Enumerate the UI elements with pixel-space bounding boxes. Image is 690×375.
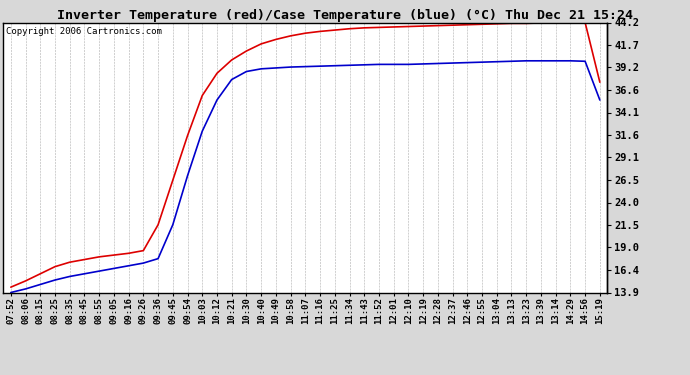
Text: Copyright 2006 Cartronics.com: Copyright 2006 Cartronics.com <box>6 27 162 36</box>
Text: Inverter Temperature (red)/Case Temperature (blue) (°C) Thu Dec 21 15:24: Inverter Temperature (red)/Case Temperat… <box>57 9 633 22</box>
